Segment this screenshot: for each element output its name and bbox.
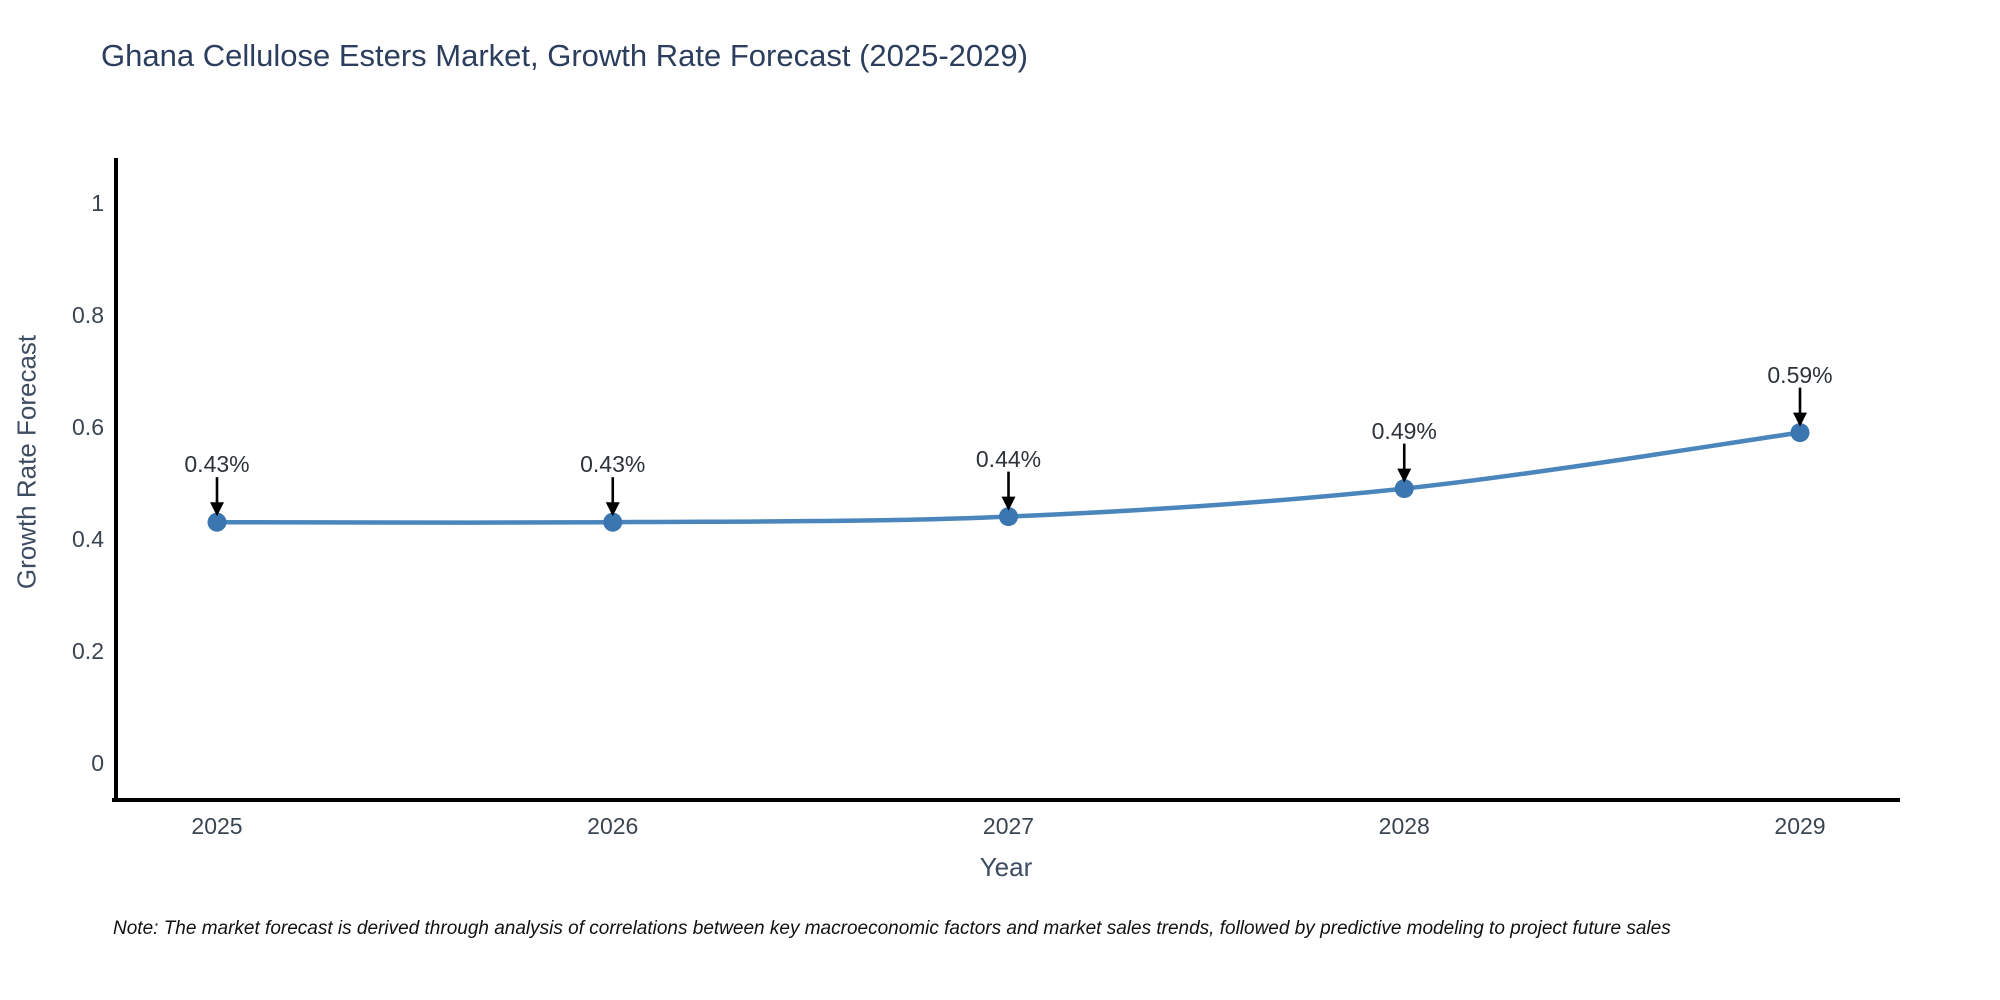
annotation-arrow-layer	[210, 387, 1807, 517]
data-point-label: 0.59%	[1767, 361, 1833, 388]
annotation-arrowhead-icon	[210, 502, 224, 517]
annotation-arrowhead-icon	[1793, 412, 1807, 427]
x-axis-title: Year	[979, 852, 1033, 882]
data-point-label: 0.44%	[975, 445, 1042, 472]
footnote: Note: The market forecast is derived thr…	[113, 918, 1671, 939]
chart-title: Ghana Cellulose Esters Market, Growth Ra…	[101, 38, 1028, 73]
x-tick-label: 2027	[982, 813, 1035, 839]
x-tick-label: 2025	[191, 813, 243, 839]
data-point-marker[interactable]	[999, 507, 1018, 527]
data-point-marker[interactable]	[1790, 423, 1810, 443]
y-tick-label: 0.4	[72, 526, 104, 552]
data-point-label: 0.43%	[184, 451, 250, 478]
y-tick-label: 1	[91, 190, 104, 216]
y-axis-title: Growth Rate Forecast	[11, 334, 42, 590]
y-tick-label: 0.6	[72, 414, 104, 440]
y-tick-label: 0.2	[72, 638, 104, 664]
annotation-arrowhead-icon	[1001, 496, 1016, 511]
y-tick-label: 0	[91, 750, 104, 776]
series-layer	[207, 423, 1810, 532]
data-point-marker[interactable]	[207, 512, 227, 532]
x-tick-label: 2029	[1774, 813, 1826, 839]
x-tick-label: 2026	[587, 813, 639, 839]
y-tick-label: 0.8	[72, 302, 104, 328]
annotation-arrowhead-icon	[1397, 468, 1412, 483]
data-point-marker[interactable]	[1394, 479, 1414, 499]
x-tick-label: 2028	[1378, 813, 1430, 839]
data-point-label: 0.49%	[1371, 417, 1437, 444]
data-point-label: 0.43%	[580, 451, 646, 478]
data-point-marker[interactable]	[603, 512, 623, 532]
annotation-arrowhead-icon	[605, 502, 620, 517]
